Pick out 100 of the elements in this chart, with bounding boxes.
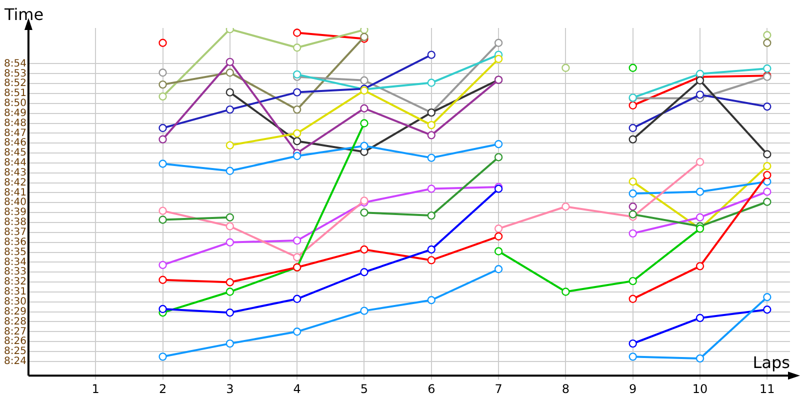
- point: [360, 119, 368, 128]
- point: [226, 278, 234, 286]
- y-tick-label: 8:44: [4, 158, 26, 169]
- point: [226, 88, 234, 96]
- y-tick-label: 8:38: [4, 217, 26, 228]
- point: [562, 202, 570, 211]
- point: [763, 198, 772, 206]
- point: [292, 28, 302, 37]
- point: [158, 124, 167, 132]
- point: [292, 294, 302, 304]
- point: [763, 293, 772, 302]
- point: [360, 208, 368, 217]
- point: [158, 216, 167, 224]
- point: [628, 124, 637, 132]
- point: [763, 64, 772, 73]
- point: [628, 202, 637, 211]
- y-tick-label: 8:24: [4, 356, 26, 368]
- point: [158, 206, 167, 215]
- y-tick-label: 8:25: [4, 346, 26, 358]
- point: [427, 296, 436, 304]
- y-tick-label: 8:46: [4, 138, 26, 149]
- point: [494, 140, 503, 148]
- point: [292, 253, 302, 262]
- point: [628, 339, 637, 348]
- point: [628, 178, 637, 186]
- y-tick-label: 8:28: [4, 316, 26, 328]
- x-tick-label: 3: [226, 382, 234, 396]
- point: [292, 328, 302, 336]
- y-tick-label: 8:31: [4, 286, 26, 298]
- point: [226, 58, 234, 66]
- point: [696, 188, 704, 196]
- x-tick-label: 11: [760, 382, 775, 396]
- point: [763, 31, 772, 40]
- point: [427, 50, 436, 59]
- point: [628, 352, 637, 361]
- y-tick-label: 8:34: [4, 256, 26, 268]
- point: [696, 262, 704, 270]
- point: [494, 247, 503, 256]
- point: [292, 105, 302, 114]
- point: [628, 276, 637, 286]
- point: [763, 102, 772, 111]
- point: [292, 152, 302, 160]
- point: [158, 160, 167, 168]
- point: [763, 170, 772, 180]
- point: [226, 68, 234, 77]
- x-tick-label: 6: [428, 382, 436, 396]
- y-tick-label: 8:39: [4, 207, 26, 218]
- y-tick-label: 8:36: [4, 236, 26, 248]
- point: [696, 90, 704, 99]
- point: [226, 141, 234, 150]
- point: [158, 68, 167, 77]
- point: [763, 306, 772, 314]
- point: [226, 213, 234, 222]
- point: [427, 154, 436, 162]
- point: [226, 339, 234, 348]
- point: [763, 162, 772, 170]
- point: [427, 211, 436, 220]
- point: [158, 276, 167, 284]
- y-tick-label: 8:49: [4, 108, 26, 119]
- point: [158, 80, 167, 89]
- point: [427, 78, 436, 87]
- point: [158, 38, 167, 47]
- y-tick-label: 8:54: [4, 58, 26, 70]
- point: [226, 288, 234, 296]
- y-tick-label: 8:32: [4, 276, 26, 288]
- y-tick-label: 8:26: [4, 336, 26, 348]
- point: [226, 238, 234, 246]
- point: [628, 101, 637, 110]
- point: [696, 314, 704, 322]
- point: [628, 135, 637, 144]
- point: [628, 64, 637, 72]
- point: [158, 135, 167, 144]
- point: [763, 38, 772, 47]
- x-tick-label: 5: [360, 382, 368, 396]
- point: [158, 260, 167, 270]
- point: [427, 120, 436, 130]
- point: [763, 188, 772, 196]
- point: [158, 352, 167, 361]
- point: [696, 213, 704, 222]
- point: [427, 131, 436, 140]
- y-tick-label: 8:42: [4, 177, 26, 188]
- y-tick-label: 8:52: [4, 78, 26, 90]
- point: [628, 229, 637, 238]
- point: [360, 104, 368, 112]
- point: [494, 54, 503, 64]
- x-tick-label: 7: [494, 382, 502, 396]
- point: [226, 222, 234, 230]
- point: [427, 245, 436, 254]
- y-tick-label: 8:29: [4, 306, 26, 318]
- y-tick-label: 8:45: [4, 148, 26, 159]
- x-tick-label: 9: [629, 382, 637, 396]
- point: [427, 184, 436, 193]
- x-axis-title: Laps: [752, 352, 790, 372]
- point: [763, 150, 772, 158]
- point: [494, 153, 503, 162]
- point: [226, 105, 234, 114]
- y-tick-label: 8:51: [4, 88, 26, 100]
- point: [562, 64, 570, 72]
- y-tick-label: 8:27: [4, 326, 26, 338]
- y-axis-title: Time: [3, 5, 44, 24]
